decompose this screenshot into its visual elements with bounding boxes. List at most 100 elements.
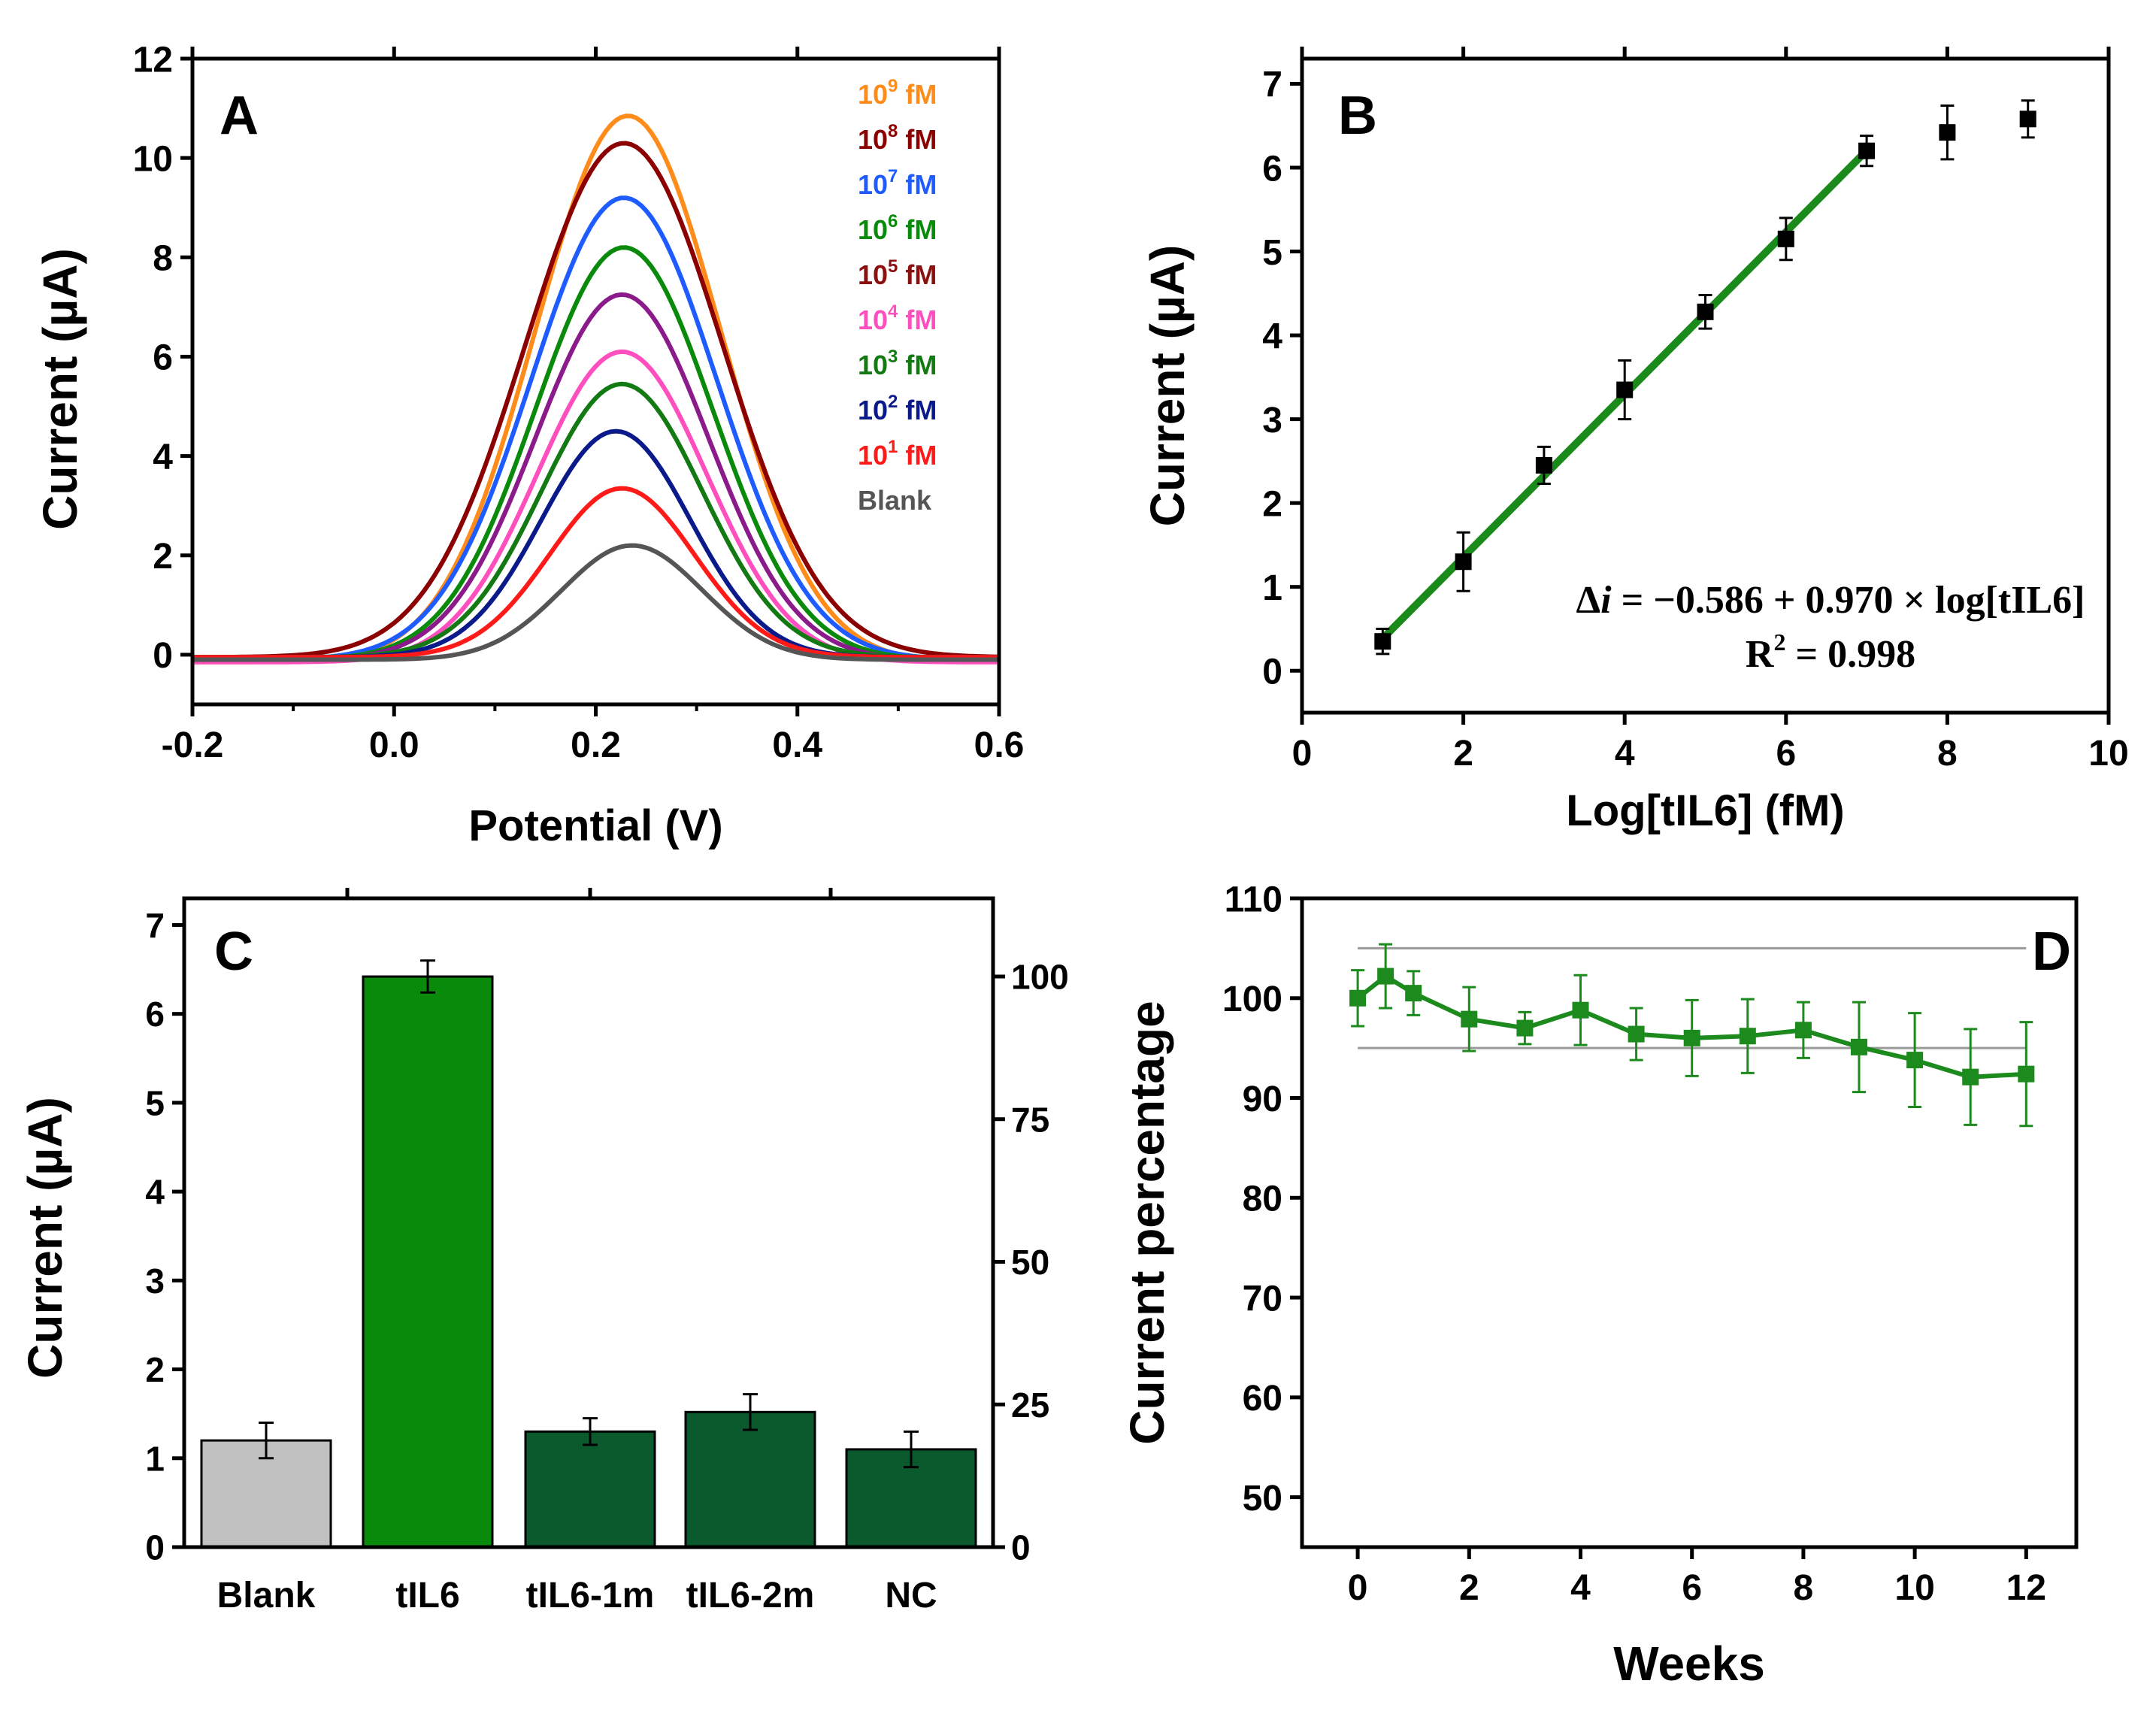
- legend-unit: fM: [898, 169, 937, 200]
- data-point: [1858, 142, 1876, 159]
- b-x-tick-label: 8: [1937, 734, 1958, 774]
- legend-entry: 108 fM: [858, 121, 937, 155]
- legend-entry: Blank: [858, 485, 932, 516]
- d-y-tick-label: 90: [1243, 1080, 1282, 1119]
- legend-entry: 105 fM: [858, 256, 937, 290]
- d-y-tick-label: 60: [1243, 1379, 1282, 1419]
- curve-9: [192, 543, 999, 662]
- b-y-tick-label: 2: [1262, 484, 1282, 524]
- panel-a-y-axis-label: Current (µA): [33, 248, 87, 530]
- panel-d-x-axis-label: Weeks: [1613, 1637, 1765, 1691]
- stability-point: [1683, 1029, 1700, 1046]
- panel-b-frame: [1300, 56, 2111, 715]
- legend-unit: fM: [898, 124, 937, 155]
- eq-delta: Δ: [1576, 579, 1601, 622]
- legend-unit: fM: [898, 350, 937, 380]
- panel-a-frame: [190, 56, 1001, 707]
- data-point: [1939, 124, 1956, 141]
- panel-b-points: [1374, 99, 2036, 656]
- bar: [524, 1430, 656, 1549]
- panel-b-y-axis-label: Current (µA): [1140, 245, 1195, 527]
- a-x-tick-label: 0.6: [974, 725, 1025, 765]
- data-point: [1374, 633, 1391, 650]
- d-y-tick-label: 70: [1243, 1279, 1282, 1319]
- b-x-tick-label: 10: [2088, 734, 2128, 774]
- panel-c: Blank tIL6 tIL6-1m tIL6-2m NC 0 1 2 3 4 5 6 7 0 25 50 7…: [18, 888, 1174, 1616]
- a-y-tick-label: 8: [153, 239, 173, 279]
- legend-base: 10: [858, 214, 888, 245]
- legend-exp: 4: [888, 301, 898, 322]
- curve-1: [192, 141, 1000, 660]
- panel-b-equation: Δi = −0.586 + 0.970 × log[tIL6]: [1576, 579, 2085, 622]
- legend-exp: 3: [888, 347, 898, 367]
- panel-a-x-axis-label: Potential (V): [468, 801, 722, 850]
- stability-point: [1461, 1010, 1478, 1028]
- stability-point: [1906, 1052, 1924, 1069]
- panel-a-curves: [192, 114, 1000, 665]
- r2-exp: 2: [1773, 628, 1785, 656]
- c-y-tick-label: 4: [145, 1173, 165, 1212]
- legend-base: 10: [858, 124, 888, 155]
- legend-exp: 2: [888, 392, 898, 412]
- category-label: tIL6-2m: [686, 1576, 815, 1616]
- data-point: [1455, 553, 1472, 571]
- category-label: NC: [885, 1576, 937, 1616]
- b-x-tick-label: 4: [1615, 734, 1635, 774]
- c-y2-tick-label: 0: [1011, 1528, 1031, 1567]
- legend-entry: 106 fM: [858, 211, 937, 245]
- a-y-tick-label: 2: [153, 537, 173, 577]
- a-y-tick-label: 12: [133, 40, 173, 80]
- legend-exp: 1: [888, 437, 898, 457]
- eq-rest: = −0.586 + 0.970 × log[tIL6]: [1612, 579, 2085, 622]
- c-y-tick-label: 3: [145, 1261, 165, 1301]
- category-label: tIL6-1m: [526, 1576, 655, 1616]
- panel-d-frame: [1300, 896, 2079, 1549]
- legend-unit: fM: [898, 304, 937, 335]
- panel-d-label: D: [2032, 922, 2071, 982]
- panel-c-bars: Blank tIL6 tIL6-1m tIL6-2m NC: [200, 959, 977, 1616]
- panel-b: 0 2 4 6 8 10 0 1 2 3 4 5 6 7 B Δi = −0.586 + 0.970 × …: [1140, 47, 2129, 835]
- curve-8: [192, 486, 999, 660]
- panel-b-ticks: 0 2 4 6 8 10 0 1 2 3 4 5 6 7: [1262, 47, 2129, 774]
- legend-entry: 101 fM: [858, 437, 937, 471]
- b-y-tick-label: 4: [1262, 316, 1282, 356]
- r2-base: R: [1746, 633, 1775, 676]
- b-y-tick-label: 6: [1262, 149, 1282, 189]
- stability-point: [1349, 989, 1367, 1007]
- b-y-tick-label: 3: [1262, 401, 1282, 441]
- legend-base: 10: [858, 304, 888, 335]
- legend-unit: fM: [898, 79, 937, 110]
- d-y-tick-label: 50: [1243, 1479, 1282, 1519]
- stability-point: [1739, 1028, 1756, 1045]
- d-x-tick-label: 8: [1794, 1568, 1814, 1608]
- a-y-tick-label: 6: [153, 338, 173, 378]
- legend-entry: 109 fM: [858, 76, 937, 110]
- panel-a-label: A: [220, 86, 259, 146]
- stability-point: [1405, 985, 1422, 1002]
- legend-unit: fM: [898, 259, 937, 290]
- category-label: tIL6: [395, 1576, 459, 1616]
- stability-point: [1572, 1001, 1589, 1019]
- panel-b-x-axis-label: Log[tIL6] (fM): [1566, 786, 1844, 835]
- stability-point: [2018, 1065, 2035, 1083]
- d-y-tick-label: 100: [1222, 980, 1282, 1019]
- c-y2-tick-label: 50: [1011, 1243, 1049, 1282]
- c-y-tick-label: 0: [145, 1528, 165, 1567]
- a-x-tick-label: -0.2: [162, 725, 224, 765]
- r2-rest: = 0.998: [1785, 633, 1915, 676]
- d-y-tick-label: 110: [1225, 880, 1282, 919]
- a-y-tick-label: 10: [133, 139, 173, 179]
- legend-base: 10: [858, 79, 888, 110]
- category-label: Blank: [217, 1576, 316, 1616]
- panel-d: 0 2 4 6 8 10 12 50 60 70 80 90 100 110 D Weeks: [1222, 880, 2079, 1691]
- data-point: [1697, 303, 1714, 320]
- b-y-tick-label: 7: [1262, 65, 1282, 105]
- panel-d-series: [1349, 943, 2035, 1128]
- c-y-tick-label: 7: [145, 906, 165, 945]
- c-y2-tick-label: 100: [1011, 958, 1069, 997]
- a-y-tick-label: 0: [153, 636, 173, 676]
